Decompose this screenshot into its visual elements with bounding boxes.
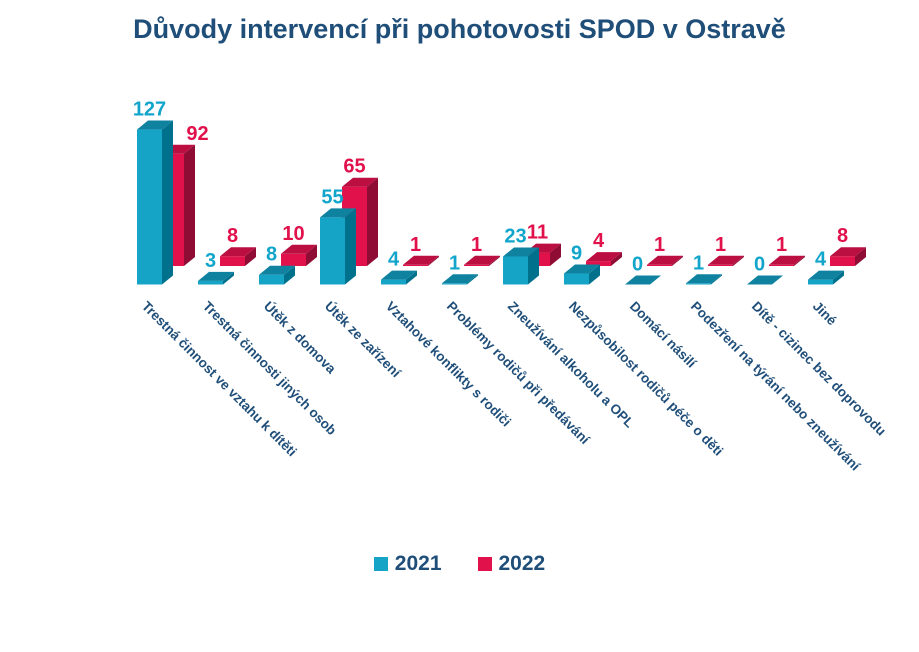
- legend-label-2022: 2022: [498, 552, 546, 575]
- value-label-2021-5: 1: [449, 252, 460, 274]
- bar-2021-7: [564, 264, 600, 285]
- value-label-2021-1: 3: [205, 250, 216, 272]
- value-label-2022-6: 11: [527, 222, 548, 244]
- value-label-2021-9: 1: [693, 252, 704, 274]
- bar-2022-4: [403, 255, 439, 266]
- value-label-2021-0: 127: [133, 99, 166, 121]
- value-label-2021-2: 8: [266, 244, 277, 266]
- value-label-2021-8: 0: [632, 254, 643, 276]
- value-label-2022-3: 65: [343, 156, 365, 178]
- legend-item-2021: 2021: [373, 552, 442, 576]
- value-label-2022-1: 8: [227, 225, 238, 247]
- bar-2021-2: [259, 265, 295, 285]
- value-label-2021-6: 23: [504, 225, 526, 247]
- value-label-2022-2: 10: [282, 223, 304, 245]
- bar-2021-11: [808, 270, 844, 285]
- value-label-2022-11: 8: [837, 225, 848, 247]
- bar-2021-3: [320, 208, 356, 285]
- bar-2022-7: [586, 252, 622, 266]
- bar-2021-9: [686, 274, 722, 285]
- bar-2021-0: [137, 120, 173, 285]
- legend-label-2021: 2021: [394, 552, 442, 575]
- bar-2022-2: [281, 244, 317, 266]
- bar-2022-10: [769, 255, 805, 266]
- value-label-2022-8: 1: [654, 234, 665, 256]
- bar-2021-1: [198, 271, 234, 285]
- value-label-2021-3: 55: [321, 186, 343, 208]
- category-label-11: Jiné: [810, 299, 840, 329]
- value-label-2022-7: 4: [593, 230, 605, 252]
- bar-2022-8: [647, 255, 683, 266]
- value-label-2022-9: 1: [715, 234, 726, 256]
- bar-2021-4: [381, 270, 417, 285]
- legend-item-2022: 2022: [477, 552, 546, 576]
- legend-swatch-2022-icon: [477, 557, 492, 571]
- value-label-2022-5: 1: [471, 234, 482, 256]
- value-label-2021-7: 9: [571, 243, 582, 265]
- value-label-2021-10: 0: [754, 254, 765, 276]
- value-label-2021-4: 4: [388, 249, 400, 271]
- bar-2022-9: [708, 255, 744, 266]
- chart-title: Důvody intervencí při pohotovosti SPOD v…: [133, 14, 786, 44]
- bar-2021-5: [442, 274, 478, 285]
- value-label-2022-0: 92: [186, 123, 208, 145]
- value-label-2022-10: 1: [776, 234, 787, 256]
- category-label-1: Trestná činnosti jiných osob: [200, 299, 340, 439]
- bar-2022-11: [830, 247, 866, 266]
- bar-2021-10: [747, 275, 783, 285]
- category-label-6: Zneužívání alkoholu a OPL: [505, 299, 637, 431]
- legend: 2021 2022: [0, 552, 919, 576]
- bar-2022-1: [220, 247, 256, 266]
- bar-2022-5: [464, 255, 500, 266]
- category-label-4: Vztahové konflikty s rodiči: [383, 299, 514, 430]
- bar-2021-6: [503, 247, 539, 285]
- bar-2021-8: [625, 275, 661, 285]
- legend-swatch-2021-icon: [373, 557, 388, 571]
- value-label-2022-4: 1: [410, 234, 421, 256]
- value-label-2021-11: 4: [815, 249, 827, 271]
